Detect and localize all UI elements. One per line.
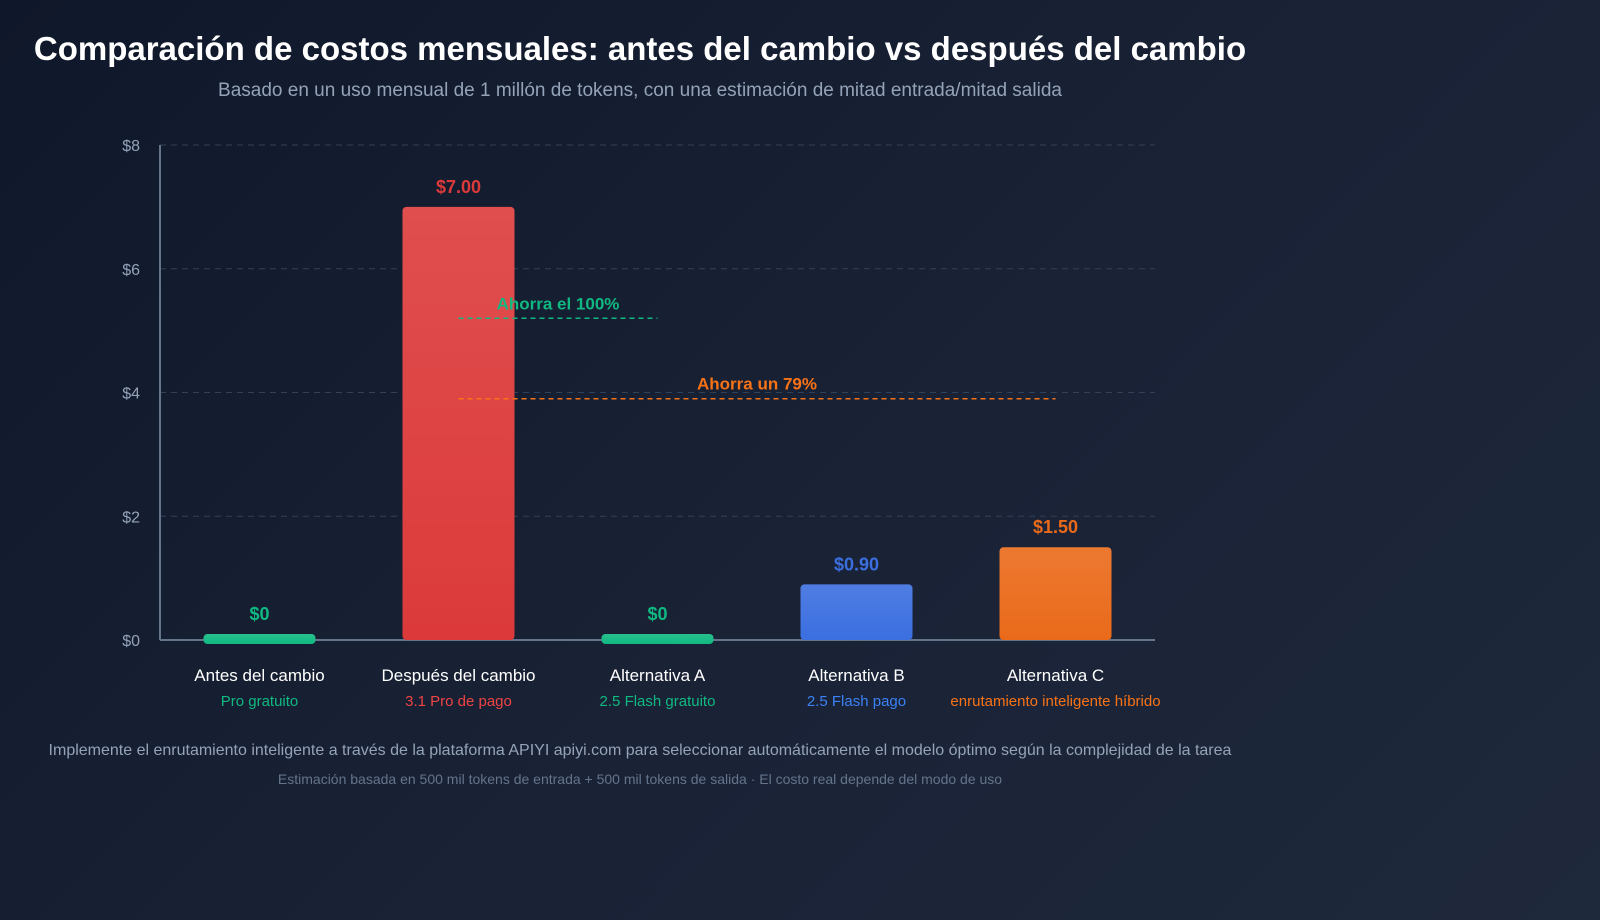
- y-axis-ticks: $0 $2 $4 $6 $8: [122, 138, 140, 650]
- category-sublabel: enrutamiento inteligente híbrido: [950, 693, 1160, 710]
- chart-subtitle: Basado en un uso mensual de 1 millón de …: [218, 80, 1062, 101]
- category-label: Alternativa C: [1007, 666, 1104, 685]
- savings-label: Ahorra un 79%: [697, 375, 817, 394]
- category-label: Alternativa A: [610, 666, 706, 685]
- category-sublabel: Pro gratuito: [221, 693, 299, 710]
- value-labels: $0 $7.00 $0 $0.90 $1.50: [249, 177, 1078, 624]
- value-label: $0: [249, 604, 269, 624]
- y-tick-label: $4: [122, 386, 140, 403]
- chart-title: Comparación de costos mensuales: antes d…: [34, 30, 1246, 67]
- savings-label: Ahorra el 100%: [497, 294, 620, 313]
- value-label: $1.50: [1033, 517, 1078, 537]
- bar: [800, 584, 913, 640]
- bars: [203, 206, 1112, 644]
- value-label: $7.00: [436, 177, 481, 197]
- value-label: $0.90: [834, 554, 879, 574]
- y-tick-label: $0: [122, 633, 140, 650]
- category-label: Después del cambio: [381, 666, 535, 685]
- bar: [999, 547, 1112, 640]
- category-label: Alternativa B: [808, 666, 904, 685]
- chart-footnote: Implemente el enrutamiento inteligente a…: [49, 742, 1232, 759]
- y-tick-label: $8: [122, 138, 140, 155]
- category-sublabel: 2.5 Flash pago: [807, 693, 906, 710]
- bar: [402, 206, 515, 640]
- bar: [601, 634, 714, 644]
- y-tick-label: $6: [122, 262, 140, 279]
- category-sublabel: 3.1 Pro de pago: [405, 693, 512, 710]
- category-sublabel: 2.5 Flash gratuito: [600, 693, 716, 710]
- y-tick-label: $2: [122, 509, 140, 526]
- grid-lines: [160, 144, 1155, 517]
- bar: [203, 634, 316, 644]
- value-label: $0: [647, 604, 667, 624]
- chart-note: Estimación basada en 500 mil tokens de e…: [278, 771, 1002, 787]
- category-labels: Antes del cambio Pro gratuito Después del …: [194, 666, 1160, 710]
- category-label: Antes del cambio: [194, 666, 324, 685]
- savings-annotations: Ahorra el 100% Ahorra un 79%: [458, 294, 1056, 400]
